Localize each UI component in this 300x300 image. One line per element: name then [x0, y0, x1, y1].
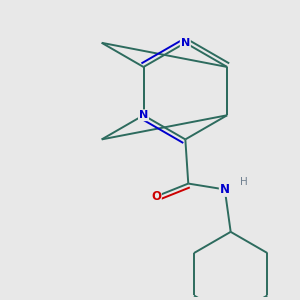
Text: N: N [181, 38, 190, 48]
Text: N: N [220, 183, 230, 196]
Text: O: O [151, 190, 161, 203]
Text: N: N [139, 110, 148, 120]
Text: H: H [240, 177, 248, 187]
